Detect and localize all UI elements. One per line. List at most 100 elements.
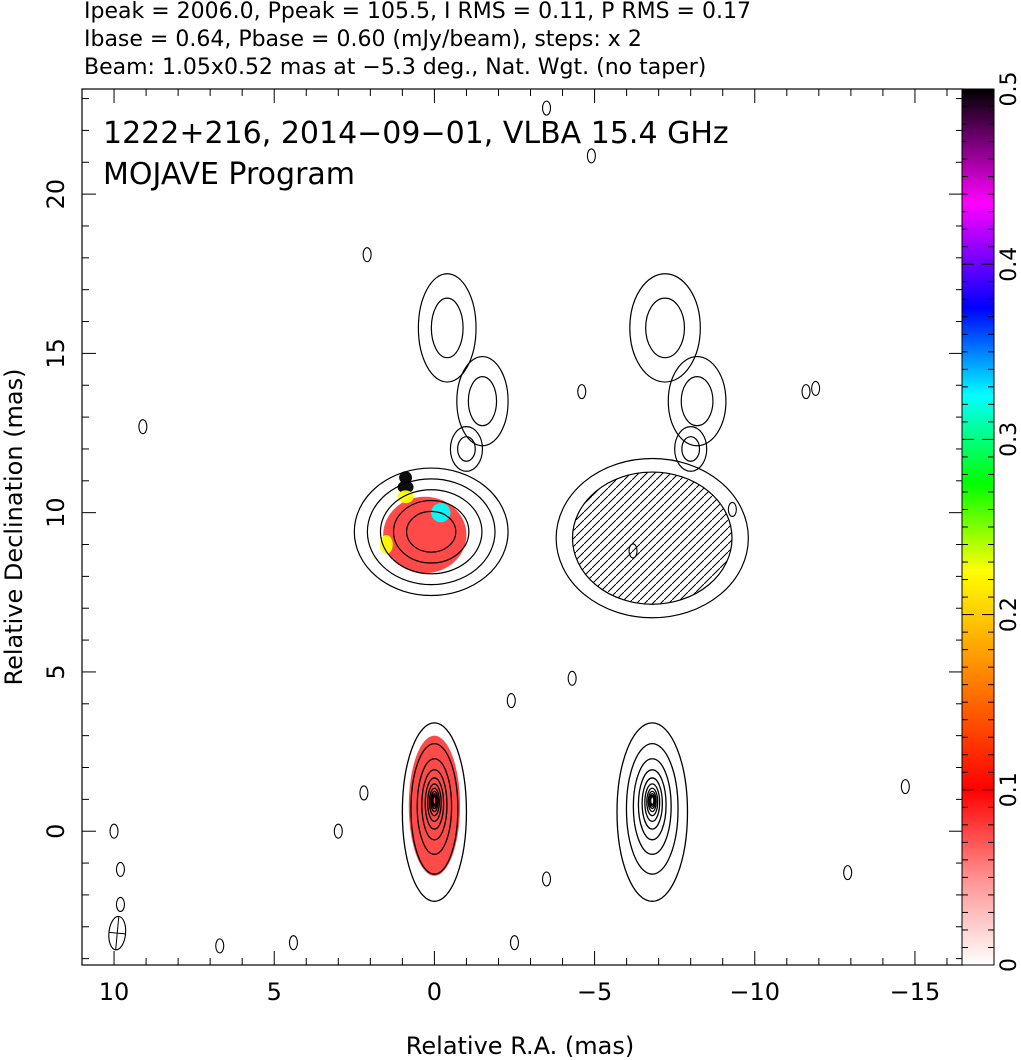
- speck-contour-11: [288, 935, 298, 951]
- axis-tick-labels: 10 5 0 −5 −10 −15 0 5 10 15 20: [42, 179, 940, 1006]
- core-contour-1-6: [646, 787, 659, 817]
- faint-island-contour-5-1: [681, 436, 701, 462]
- speck-contour-14: [801, 384, 811, 400]
- speck-contour-6: [359, 785, 369, 801]
- core-contour-0-0: [401, 722, 468, 902]
- colorbar-tick-label: 0: [997, 958, 1021, 972]
- frac-pol-patch-0-6: [379, 534, 393, 555]
- speck-contour-19: [586, 148, 596, 164]
- faint-island-contour-3-0: [629, 273, 701, 383]
- x-tick-label: 10: [99, 978, 130, 1006]
- core-contour-1-5: [644, 783, 661, 823]
- y-tick-label: 20: [42, 179, 70, 210]
- speck-contour-1: [138, 419, 148, 435]
- colorbar-tick-label: 0.5: [997, 72, 1021, 107]
- knot-contour-0-3: [392, 499, 470, 564]
- faint-island-contour-1-0: [456, 355, 509, 447]
- x-tick-label: −15: [890, 978, 941, 1006]
- speck-contour-21: [727, 501, 737, 518]
- knot-contour-1-0: [555, 457, 749, 619]
- axis-ticks: [81, 89, 963, 965]
- frac-pol-patch-0-3: [399, 471, 412, 484]
- speck-contour-3: [115, 896, 125, 913]
- core-contour-0-7: [430, 790, 439, 813]
- x-tick-label: −5: [577, 978, 612, 1006]
- core-contour-0-1: [410, 742, 459, 875]
- y-tick-label: 15: [42, 338, 70, 369]
- frac-pol-patch-0-4: [397, 480, 414, 494]
- core-contour-0-2: [416, 758, 453, 855]
- core-contour-1-10: [650, 796, 655, 806]
- contour-layer: [108, 100, 910, 954]
- speck-contour-9: [541, 871, 552, 887]
- core-contour-1-3: [637, 769, 667, 841]
- speck-contour-18: [541, 100, 552, 116]
- y-tick-label: 10: [42, 497, 70, 528]
- faint-island-contour-0-0: [417, 273, 477, 383]
- beam-ellipse: [108, 915, 127, 951]
- speck-contour-20: [628, 543, 638, 559]
- y-tick-label: 0: [42, 824, 70, 839]
- beam-minor-axis: [108, 931, 126, 935]
- header-line-1: Ipeak = 2006.0, Ppeak = 105.5, I RMS = 0…: [84, 0, 751, 24]
- speck-contour-0: [362, 247, 372, 263]
- colorbar-tick-label: 0.1: [997, 772, 1021, 807]
- source-annotation: 1222+216, 2014−09−01, VLBA 15.4 GHz: [103, 116, 729, 151]
- colorbar-tick-label: 0.3: [997, 422, 1021, 457]
- core-contour-1-7: [647, 790, 657, 813]
- core-contour-0-10: [432, 796, 437, 806]
- knot-contour-0-2: [379, 489, 483, 575]
- beam-marker: [108, 915, 127, 951]
- colorbar-tick-label: 0.4: [997, 247, 1021, 282]
- speck-contour-13: [577, 384, 587, 400]
- knot-contour-0-1: [366, 478, 496, 586]
- x-axis-label: Relative R.A. (mas): [406, 1032, 634, 1060]
- knot-contour-0-4: [405, 510, 457, 553]
- core-contour-1-2: [632, 758, 672, 855]
- speck-contour-7: [506, 693, 516, 709]
- y-tick-label: 5: [42, 664, 70, 679]
- core-contour-1-1: [625, 742, 679, 875]
- speck-contour-12: [509, 935, 520, 951]
- plot-frame: [81, 88, 964, 966]
- core-contour-0-6: [428, 787, 440, 817]
- faint-island-contour-3-1: [645, 297, 686, 359]
- faint-island-contour-5-0: [674, 426, 708, 472]
- header-line-3: Beam: 1.05x0.52 mas at −5.3 deg., Nat. W…: [84, 55, 706, 80]
- x-tick-label: −10: [729, 978, 780, 1006]
- speck-contour-5: [333, 823, 343, 839]
- program-annotation: MOJAVE Program: [103, 157, 355, 192]
- speck-contour-17: [843, 865, 853, 881]
- core-contour-1-4: [641, 777, 664, 830]
- knot-contour-1-1: [571, 471, 733, 605]
- core-contour-1-0: [616, 722, 689, 902]
- faint-island-contour-4-1: [680, 376, 714, 427]
- faint-island-contour-2-0: [449, 426, 484, 472]
- header-line-2: Ibase = 0.64, Pbase = 0.60 (mJy/beam), s…: [84, 27, 642, 52]
- core-contour-0-5: [427, 783, 442, 823]
- speck-contour-10: [215, 938, 225, 954]
- speck-contour-4: [109, 823, 119, 839]
- colorbar-tick-labels: 0 0.1 0.2 0.3 0.4 0.5: [997, 72, 1021, 973]
- knot-contour-0-0: [353, 467, 509, 597]
- colorbar-ticks: [962, 88, 994, 966]
- x-tick-label: 0: [427, 978, 442, 1006]
- core-contour-0-3: [421, 769, 448, 841]
- speck-contour-8: [567, 670, 577, 686]
- speck-contour-16: [900, 779, 910, 795]
- speck-contour-2: [115, 861, 125, 877]
- faint-island-contour-1-1: [467, 376, 498, 427]
- core-contour-0-4: [424, 777, 445, 830]
- core-contour-0-8: [431, 793, 438, 810]
- fractional-polarization-layer: [379, 471, 467, 876]
- core-contour-1-8: [648, 793, 656, 810]
- faint-island-contour-4-0: [667, 355, 727, 447]
- faint-island-contour-0-1: [430, 297, 464, 359]
- y-axis-label: Relative Declination (mas): [0, 368, 28, 685]
- frac-pol-patch-0-5: [397, 490, 414, 504]
- colorbar-tick-label: 0.2: [997, 597, 1021, 632]
- faint-island-contour-2-1: [457, 436, 476, 462]
- x-tick-label: 5: [267, 978, 282, 1006]
- speck-contour-15: [811, 380, 821, 396]
